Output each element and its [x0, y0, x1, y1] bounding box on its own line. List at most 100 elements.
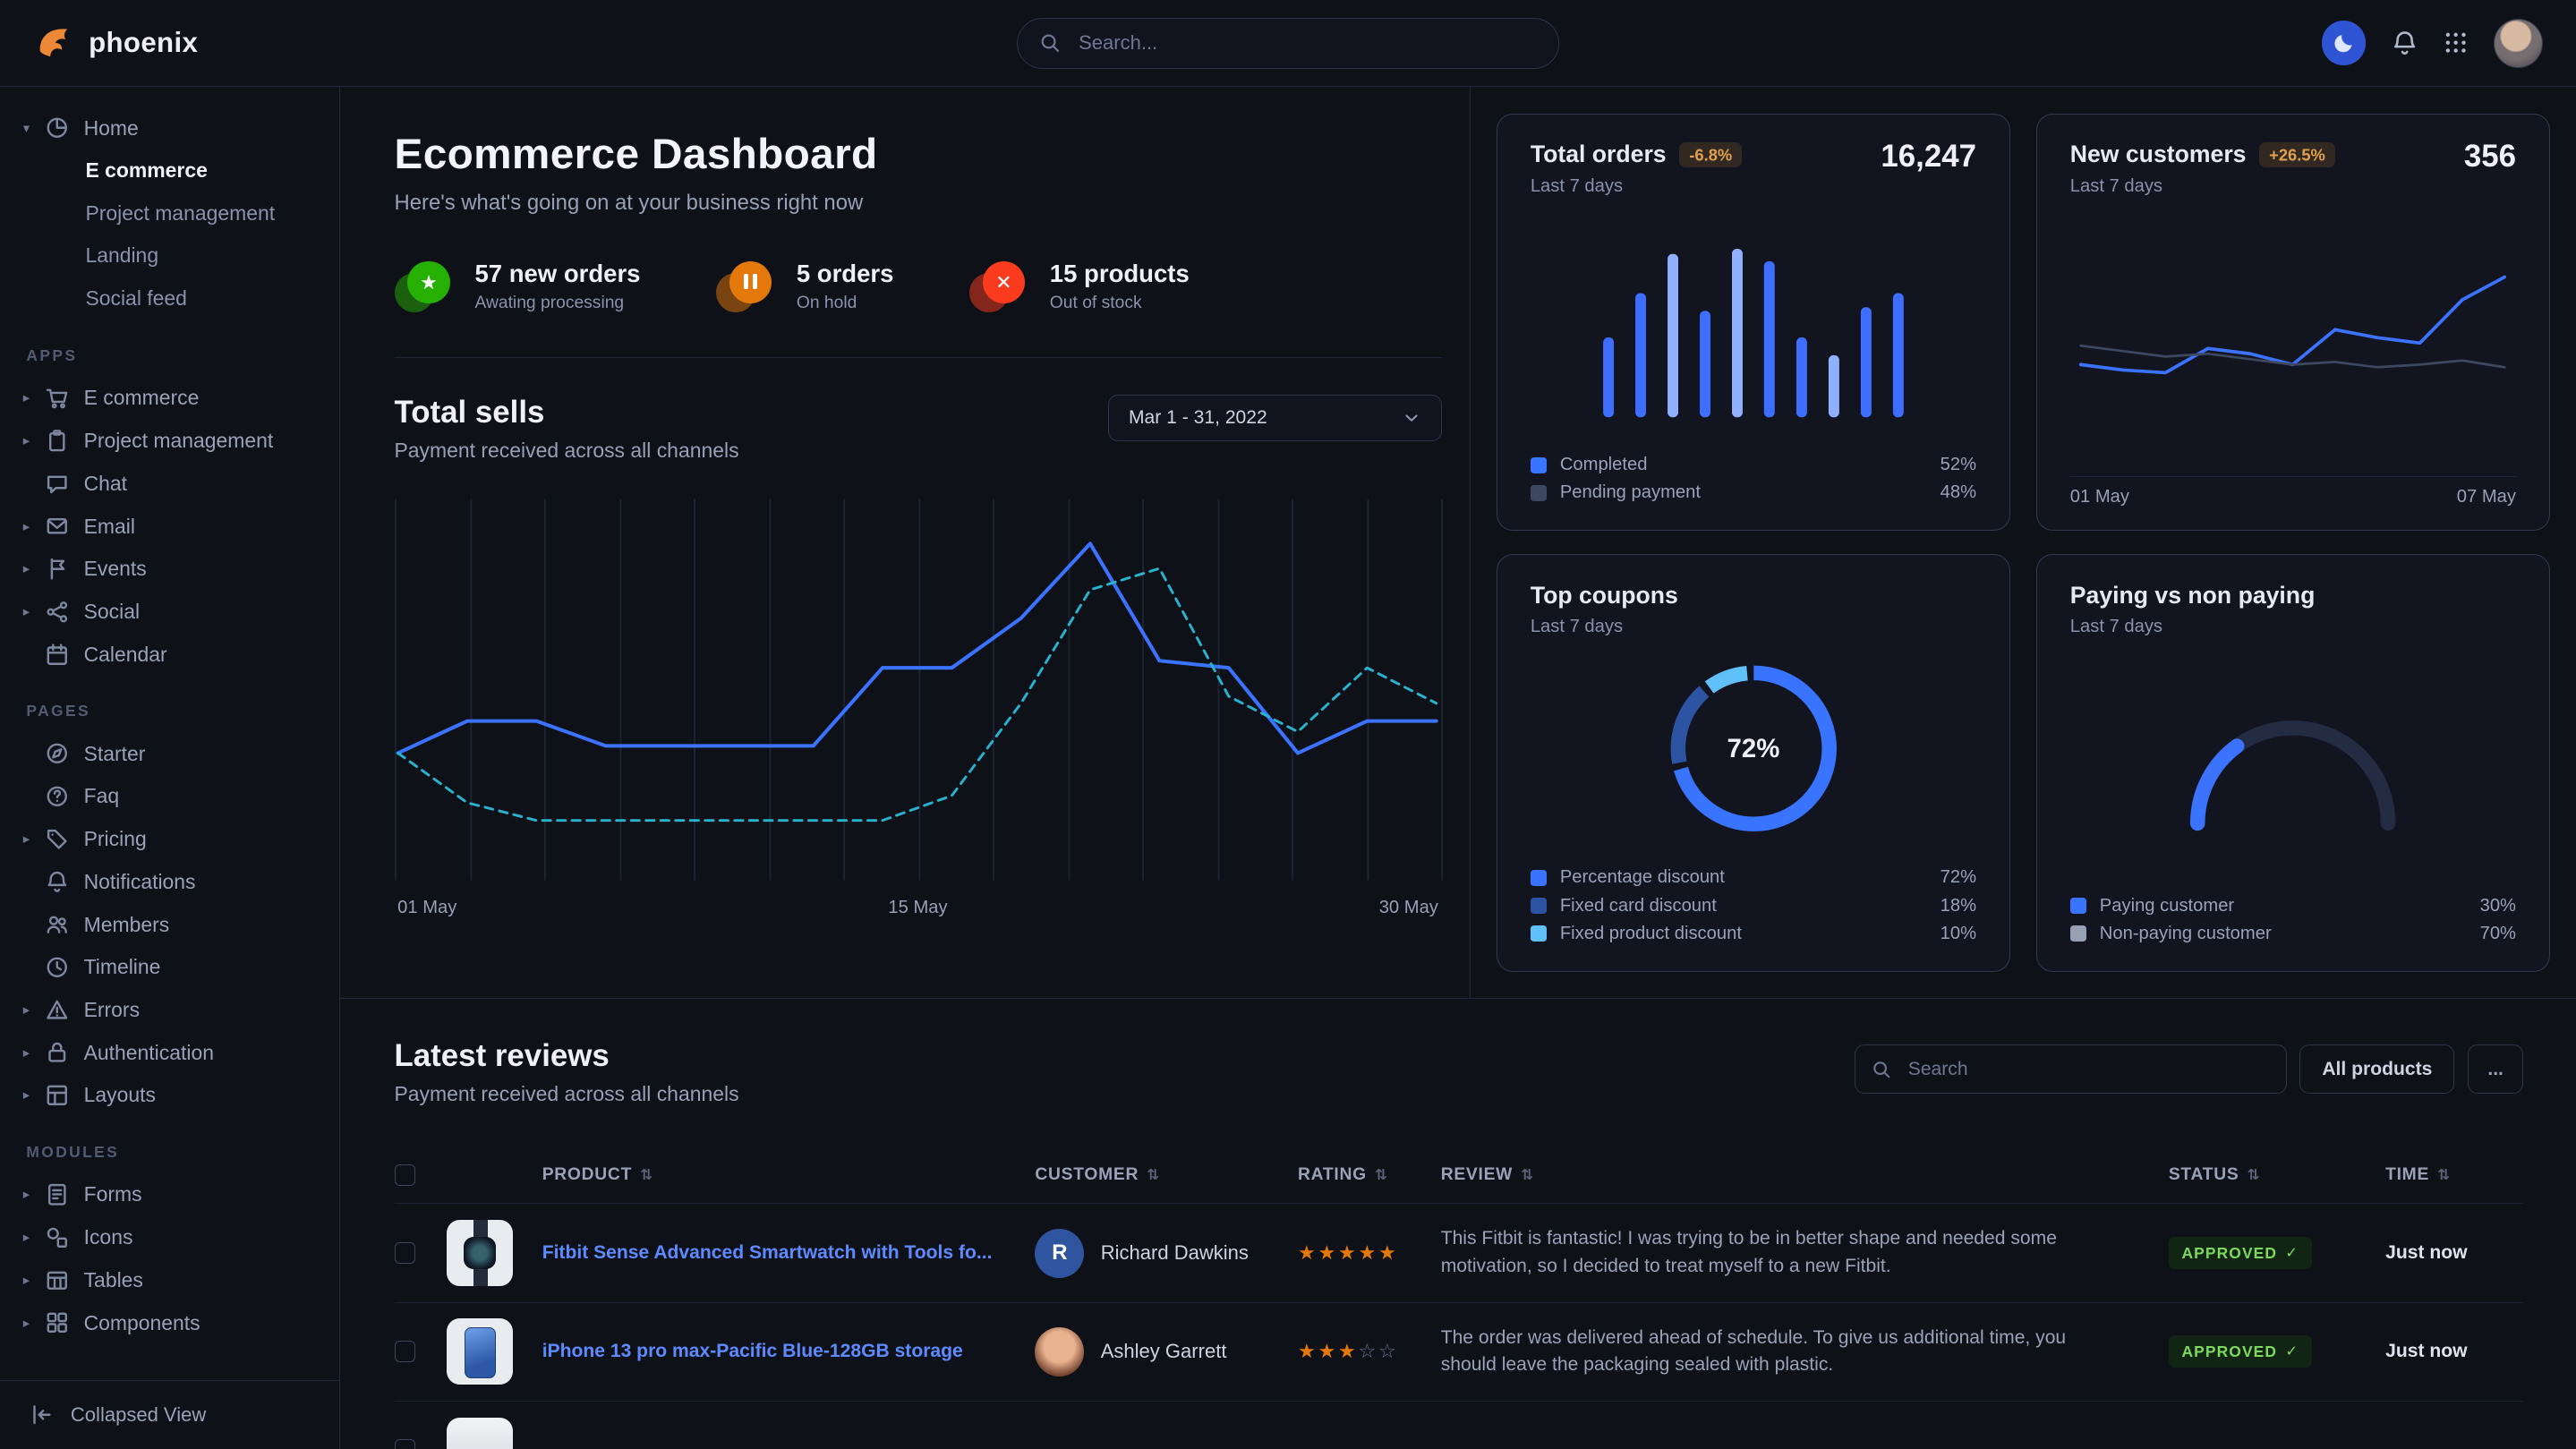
- sidebar-item-timeline[interactable]: Timeline: [0, 946, 339, 989]
- sidebar-item-components[interactable]: ▸ Components: [0, 1301, 339, 1344]
- total-sells-title: Total sells: [395, 395, 739, 430]
- star-icon: ★: [1338, 1241, 1359, 1264]
- sidebar-item-authentication[interactable]: ▸Authentication: [0, 1031, 339, 1074]
- caret-right-icon: ▸: [23, 1316, 45, 1331]
- caret-right-icon: ▸: [23, 604, 45, 619]
- navbar-search-input[interactable]: [1075, 30, 1537, 56]
- sort-icon[interactable]: ⇅: [1375, 1166, 1388, 1184]
- legend-value: 52%: [1941, 455, 1976, 475]
- sidebar-item-layouts[interactable]: ▸Layouts: [0, 1074, 339, 1117]
- axis-label: 30 May: [1379, 898, 1438, 918]
- rating-stars: ★★★☆☆: [1298, 1340, 1441, 1363]
- review-text: This Fitbit is fantastic! I was trying t…: [1441, 1225, 2169, 1280]
- product-link[interactable]: iPhone 13 pro max-Pacific Blue-128GB sto…: [542, 1339, 1036, 1364]
- sidebar-item-email[interactable]: ▸Email: [0, 505, 339, 548]
- stat-out-of-stock: ✕15 productsOut of stock: [969, 260, 1190, 313]
- customer-cell: R Richard Dawkins: [1035, 1229, 1298, 1278]
- sidebar-item-calendar[interactable]: Calendar: [0, 633, 339, 676]
- hero-stats: ★57 new ordersAwating processing5 orders…: [395, 260, 1442, 313]
- sidebar-item-forms[interactable]: ▸Forms: [0, 1173, 339, 1216]
- date-range-select[interactable]: Mar 1 - 31, 2022: [1108, 395, 1442, 441]
- card-value: 356: [2464, 139, 2516, 175]
- column-header-rating[interactable]: RATING⇅: [1298, 1165, 1441, 1185]
- column-header-product[interactable]: PRODUCT⇅: [542, 1165, 1036, 1185]
- sort-icon[interactable]: ⇅: [2248, 1166, 2261, 1184]
- legend-label: Completed: [1560, 455, 1648, 475]
- review-time: Just now: [2385, 1242, 2523, 1264]
- more-options-button[interactable]: ...: [2468, 1044, 2523, 1094]
- sidebar-item-notifications[interactable]: Notifications: [0, 860, 339, 903]
- avatar: R: [1035, 1229, 1084, 1278]
- user-avatar[interactable]: [2494, 19, 2543, 68]
- notifications-bell-icon[interactable]: [2391, 30, 2418, 57]
- sidebar-item-faq[interactable]: Faq: [0, 775, 339, 818]
- legend-swatch: [1531, 925, 1547, 942]
- column-header-status[interactable]: STATUS⇅: [2169, 1165, 2385, 1185]
- card-title: Top coupons: [1531, 582, 1678, 609]
- sidebar-item-pricing[interactable]: ▸Pricing: [0, 818, 339, 861]
- legend: Completed52%Pending payment48%: [1531, 451, 1976, 507]
- sidebar-item-icons[interactable]: ▸Icons: [0, 1216, 339, 1259]
- customer-cell: Ashley Garrett: [1035, 1327, 1298, 1377]
- brand[interactable]: phoenix: [33, 22, 199, 64]
- all-products-button[interactable]: All products: [2299, 1044, 2454, 1094]
- review-time: Just now: [2385, 1341, 2523, 1362]
- reviews-search[interactable]: [1855, 1044, 2287, 1094]
- status-badge: APPROVED✓: [2169, 1237, 2312, 1269]
- caret-right-icon: ▸: [23, 1087, 45, 1103]
- sidebar-subitem-landing[interactable]: Landing: [0, 234, 339, 277]
- legend-swatch: [2070, 898, 2086, 914]
- navbar-search[interactable]: [1017, 18, 1559, 69]
- star-icon: ★: [1318, 1241, 1339, 1264]
- sort-icon[interactable]: ⇅: [1521, 1166, 1534, 1184]
- product-link[interactable]: Fitbit Sense Advanced Smartwatch with To…: [542, 1240, 1036, 1266]
- row-checkbox[interactable]: [395, 1242, 416, 1264]
- star-icon: ☆: [1359, 1340, 1379, 1362]
- axis-label: 07 May: [2457, 487, 2516, 507]
- star-icon: ★: [1359, 1241, 1379, 1264]
- collapsed-view-toggle[interactable]: Collapsed View: [0, 1380, 339, 1449]
- main-content: Ecommerce Dashboard Here's what's going …: [340, 87, 2576, 1449]
- legend-item-paying-customer: Paying customer30%: [2070, 892, 2516, 920]
- calendar-icon: [45, 643, 84, 668]
- caret-right-icon: ▸: [23, 1002, 45, 1018]
- sort-icon[interactable]: ⇅: [1147, 1166, 1160, 1184]
- sidebar-item-events[interactable]: ▸Events: [0, 548, 339, 591]
- axis-label: 15 May: [888, 898, 947, 918]
- sort-icon[interactable]: ⇅: [2437, 1166, 2451, 1184]
- select-all-checkbox[interactable]: [395, 1164, 416, 1186]
- sidebar-item-errors[interactable]: ▸Errors: [0, 989, 339, 1032]
- sidebar-item-social[interactable]: ▸Social: [0, 591, 339, 634]
- apps-grid-icon[interactable]: [2443, 30, 2469, 55]
- sidebar-item-project-management[interactable]: ▸Project management: [0, 420, 339, 463]
- table-row: iPhone 13 pro max-Pacific Blue-128GB sto…: [395, 1302, 2524, 1401]
- row-checkbox[interactable]: [395, 1439, 416, 1449]
- column-header-review[interactable]: REVIEW⇅: [1441, 1165, 2169, 1185]
- reviews-search-input[interactable]: [1905, 1057, 2269, 1082]
- reviews-table-header: PRODUCT⇅CUSTOMER⇅RATING⇅REVIEW⇅STATUS⇅TI…: [395, 1147, 2524, 1203]
- column-header-time[interactable]: TIME⇅: [2385, 1165, 2523, 1185]
- table-row: Fitbit Sense Advanced Smartwatch with To…: [395, 1203, 2524, 1301]
- sidebar-subitem-project-management[interactable]: Project management: [0, 192, 339, 235]
- customer-name: Richard Dawkins: [1101, 1241, 1249, 1265]
- product-thumbnail: [447, 1418, 512, 1449]
- sidebar-item-e-commerce[interactable]: ▸E commerce: [0, 377, 339, 420]
- users-icon: [45, 912, 84, 937]
- sidebar-item-label: Components: [84, 1311, 200, 1335]
- sidebar-subitem-social-feed[interactable]: Social feed: [0, 277, 339, 320]
- star-icon: ★: [1378, 1241, 1399, 1264]
- sort-icon[interactable]: ⇅: [640, 1166, 653, 1184]
- sidebar-item-home[interactable]: ▾Home: [0, 107, 339, 149]
- pie-chart-icon: [45, 115, 84, 141]
- row-checkbox[interactable]: [395, 1341, 416, 1362]
- sidebar-item-members[interactable]: Members: [0, 903, 339, 946]
- column-header-customer[interactable]: CUSTOMER⇅: [1035, 1165, 1298, 1185]
- dark-mode-toggle[interactable]: [2322, 21, 2367, 65]
- sidebar-item-starter[interactable]: Starter: [0, 732, 339, 775]
- sidebar-item-chat[interactable]: Chat: [0, 463, 339, 506]
- sidebar-item-label: Starter: [84, 742, 146, 766]
- reviews-controls: All products ...: [1855, 1044, 2523, 1094]
- sidebar-subitem-e-commerce[interactable]: E commerce: [0, 149, 339, 192]
- legend-label: Paying customer: [2100, 896, 2234, 916]
- sidebar-item-tables[interactable]: ▸Tables: [0, 1258, 339, 1301]
